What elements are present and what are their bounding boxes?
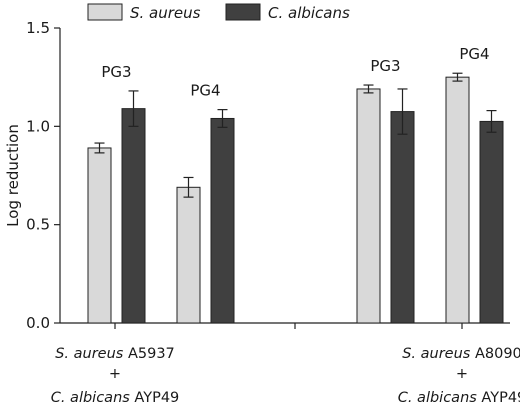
bar-s-aureus	[176, 186, 201, 324]
bar-c-albicans	[210, 117, 235, 324]
legend-label: S. aureus	[130, 4, 201, 22]
partner-code: AYP49	[477, 390, 520, 406]
bar-c-albicans	[121, 108, 146, 324]
subgroup-label: PG3	[101, 63, 131, 81]
bar-s-aureus	[445, 76, 470, 324]
bar-s-aureus	[356, 88, 381, 324]
subgroup-label: PG3	[370, 57, 400, 75]
partner-name: C. albicans	[398, 390, 478, 406]
bar-c-albicans	[479, 120, 504, 324]
legend-swatch	[225, 3, 261, 21]
strain-code: A5937	[123, 346, 174, 362]
bar-c-albicans	[390, 111, 415, 324]
legend: S. aureus C. albicans	[87, 3, 350, 22]
subgroup-label: PG4	[190, 82, 220, 100]
group-label-plus: +	[109, 366, 121, 382]
strain-name: S. aureus	[402, 346, 471, 362]
y-tick-label: 1.5	[26, 19, 50, 37]
group-label-strain: S. aureus A8090	[402, 346, 520, 362]
y-tick-label: 0.5	[26, 216, 50, 234]
legend-label: C. albicans	[268, 4, 350, 22]
group-label-partner: C. albicans AYP49	[398, 390, 520, 406]
partner-code: AYP49	[130, 390, 179, 406]
subgroup-label: PG4	[459, 45, 489, 63]
strain-code: A8090	[470, 346, 520, 362]
y-tick-label: 0.0	[26, 314, 50, 332]
bars: PG3 PG4 PG3 PG4	[87, 45, 504, 324]
legend-swatch	[87, 3, 123, 21]
partner-name: C. albicans	[51, 390, 131, 406]
y-axis-label: Log reduction	[4, 124, 22, 227]
strain-name: S. aureus	[55, 346, 124, 362]
axes: 0.0 0.5 1.0 1.5 Log reduction	[4, 19, 510, 332]
group-label-strain: S. aureus A5937	[55, 346, 175, 362]
group-label-plus: +	[456, 366, 468, 382]
group-label-partner: C. albicans AYP49	[51, 390, 180, 406]
y-tick-label: 1.0	[26, 117, 50, 135]
bar-s-aureus	[87, 147, 112, 324]
